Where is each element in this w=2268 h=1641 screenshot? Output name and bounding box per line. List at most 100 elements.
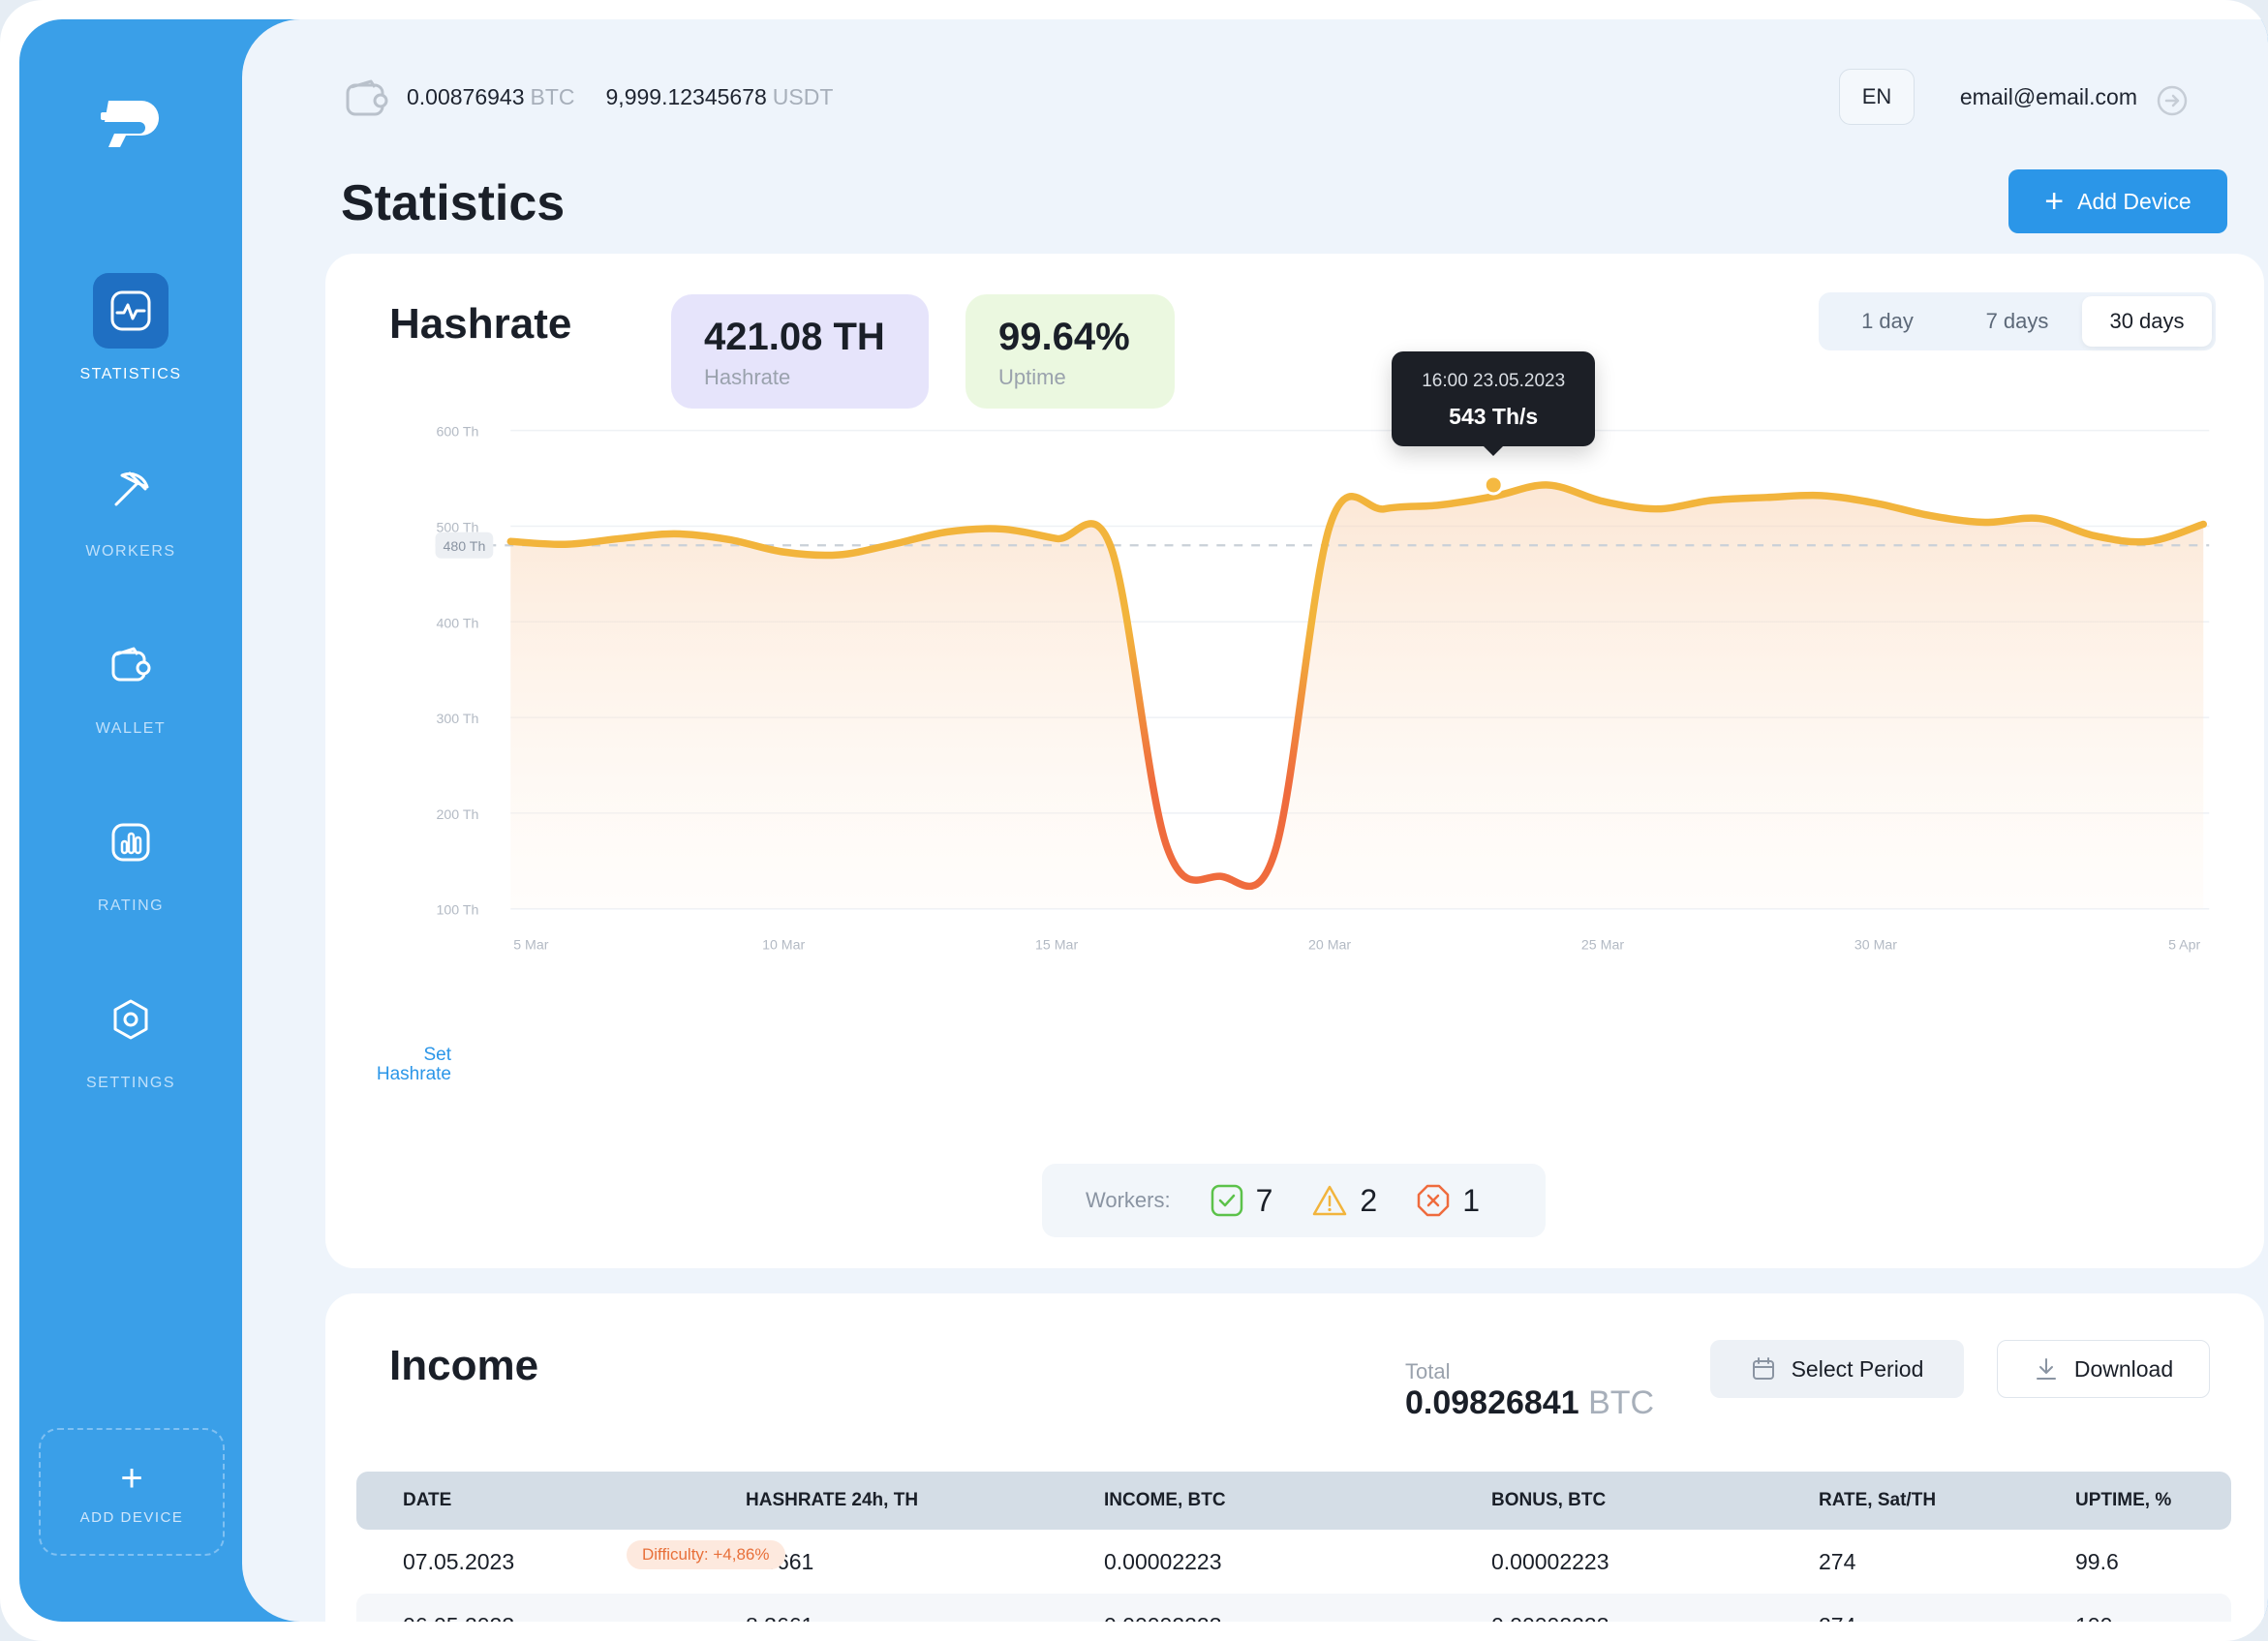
workers-error[interactable]: 1 — [1416, 1183, 1480, 1219]
workers-summary: Workers: 7 2 1 — [1042, 1164, 1546, 1237]
sidebar-item-statistics[interactable]: STATISTICS — [19, 273, 242, 383]
data-point[interactable] — [1271, 847, 1279, 856]
data-point[interactable] — [2036, 514, 2044, 523]
data-point[interactable] — [1707, 496, 1716, 504]
sidebar-add-device-button[interactable]: + ADD DEVICE — [39, 1428, 225, 1556]
data-point[interactable] — [1926, 511, 1935, 520]
set-hashrate-link[interactable]: Set Hashrate — [376, 1045, 451, 1084]
workers-warning[interactable]: 2 — [1311, 1183, 1377, 1219]
statistics-icon — [93, 273, 169, 349]
sidebar-item-label: WALLET — [95, 720, 167, 737]
hashrate-card: 600 Th 500 Th 400 Th 300 Th 200 Th 100 Th 5 M… — [325, 254, 2264, 1268]
brand-logo — [101, 101, 159, 147]
add-device-button[interactable]: + Add Device — [2008, 169, 2227, 233]
y-tick-label: 100 Th — [436, 903, 478, 919]
data-point[interactable] — [1107, 544, 1116, 553]
income-card: Income Total 0.09826841 BTC Select Perio… — [325, 1293, 2264, 1622]
data-point[interactable] — [561, 540, 569, 549]
x-tick-label: 20 Mar — [1308, 938, 1351, 954]
data-point[interactable] — [2199, 520, 2208, 529]
hashrate-line — [506, 481, 2207, 891]
pickaxe-icon — [93, 450, 169, 526]
y-tick-label: 200 Th — [436, 807, 478, 823]
chart-y-axis: 600 Th 500 Th 400 Th 300 Th 200 Th 100 Th — [436, 425, 478, 919]
range-1-day[interactable]: 1 day — [1861, 309, 1914, 333]
data-point[interactable] — [2144, 537, 2153, 546]
sidebar-item-rating[interactable]: RATING — [19, 805, 242, 915]
workers-ok[interactable]: 7 — [1210, 1182, 1273, 1219]
user-email[interactable]: email@email.com — [1959, 83, 2137, 109]
sidebar-item-settings[interactable]: SETTINGS — [19, 982, 242, 1092]
data-point[interactable] — [2090, 532, 2099, 540]
column-income[interactable]: INCOME, BTC — [1104, 1490, 1226, 1510]
range-7-days[interactable]: 7 days — [1985, 309, 2049, 333]
data-point[interactable] — [724, 535, 733, 544]
language-selector[interactable]: EN — [1839, 69, 1915, 125]
data-point[interactable] — [1871, 499, 1880, 507]
data-point[interactable] — [1599, 497, 1608, 505]
data-point[interactable] — [1161, 839, 1170, 848]
data-point[interactable] — [1980, 518, 1989, 527]
data-point[interactable] — [1053, 534, 1061, 543]
highlight-point[interactable] — [1483, 474, 1504, 496]
time-range-selector: 1 day 7 days 30 days — [1819, 292, 2216, 350]
hashrate-stat: 421.08 TH Hashrate — [671, 294, 929, 409]
reference-label-text: 480 Th — [443, 539, 485, 555]
download-button[interactable]: Download — [1997, 1340, 2210, 1398]
uptime-stat-label: Uptime — [998, 365, 1066, 389]
data-point[interactable] — [1653, 504, 1662, 513]
income-table-header: DATE HASHRATE 24h, TH INCOME, BTC BONUS,… — [356, 1472, 2231, 1530]
column-date[interactable]: DATE — [403, 1490, 452, 1510]
sidebar-item-label: STATISTICS — [79, 366, 182, 382]
select-period-label: Select Period — [1791, 1355, 1924, 1382]
data-point[interactable] — [834, 551, 843, 560]
table-row[interactable]: 06.05.2023 8.3661 0.00002223 0.00002223 … — [356, 1594, 2231, 1622]
cell-hashrate: 8.3661 — [746, 1594, 813, 1622]
column-rate[interactable]: RATE, Sat/TH — [1819, 1490, 1937, 1510]
data-point[interactable] — [1380, 504, 1389, 513]
download-label: Download — [2073, 1355, 2174, 1382]
y-tick-label: 500 Th — [436, 520, 478, 535]
sidebar-item-label: WORKERS — [85, 543, 176, 560]
logout-icon[interactable] — [2156, 84, 2189, 117]
income-total-unit: BTC — [1588, 1384, 1655, 1421]
data-point[interactable] — [506, 537, 515, 546]
data-point[interactable] — [943, 528, 952, 536]
cell-income: 0.00002223 — [1104, 1549, 1222, 1574]
calendar-icon — [1751, 1356, 1776, 1382]
data-point[interactable] — [1817, 491, 1825, 500]
data-point[interactable] — [1544, 480, 1552, 489]
uptime-stat: 99.64% Uptime — [965, 294, 1175, 409]
hashrate-stat-value: 421.08 TH — [704, 316, 885, 358]
data-point[interactable] — [670, 530, 679, 538]
sidebar-item-workers[interactable]: WORKERS — [19, 450, 242, 561]
topbar: 0.00876943 BTC 9,999.12345678 USDT EN emai… — [343, 69, 2229, 125]
data-point[interactable] — [1216, 872, 1225, 881]
data-point[interactable] — [616, 534, 625, 543]
cell-rate: 274 — [1819, 1549, 1856, 1574]
sidebar-item-label: RATING — [97, 897, 165, 914]
select-period-button[interactable]: Select Period — [1710, 1340, 1964, 1398]
data-point[interactable] — [780, 548, 788, 557]
sidebar-item-wallet[interactable]: WALLET — [19, 627, 242, 738]
btc-balance-value: 0.00876943 — [407, 83, 525, 109]
y-tick-label: 600 Th — [436, 425, 478, 441]
column-bonus[interactable]: BONUS, BTC — [1491, 1490, 1607, 1510]
btc-balance: 0.00876943 BTC — [407, 84, 575, 110]
rating-icon — [93, 805, 169, 880]
download-icon — [2034, 1356, 2059, 1382]
plus-icon: + — [120, 1456, 143, 1500]
tooltip-time: 16:00 23.05.2023 — [1422, 370, 1566, 391]
column-uptime[interactable]: UPTIME, % — [2075, 1490, 2172, 1510]
column-hashrate[interactable]: HASHRATE 24h, TH — [746, 1490, 919, 1510]
data-point[interactable] — [997, 525, 1006, 533]
data-point[interactable] — [1326, 522, 1334, 531]
usdt-balance: 9,999.12345678 USDT — [606, 84, 834, 110]
hashrate-stat-label: Hashrate — [704, 365, 791, 389]
data-point[interactable] — [1434, 501, 1443, 509]
range-30-days[interactable]: 30 days — [2082, 296, 2212, 347]
tooltip-value: 543 Th/s — [1449, 403, 1539, 429]
workers-ok-count: 7 — [1255, 1182, 1273, 1218]
data-point[interactable] — [888, 540, 897, 549]
data-point[interactable] — [1762, 493, 1771, 501]
